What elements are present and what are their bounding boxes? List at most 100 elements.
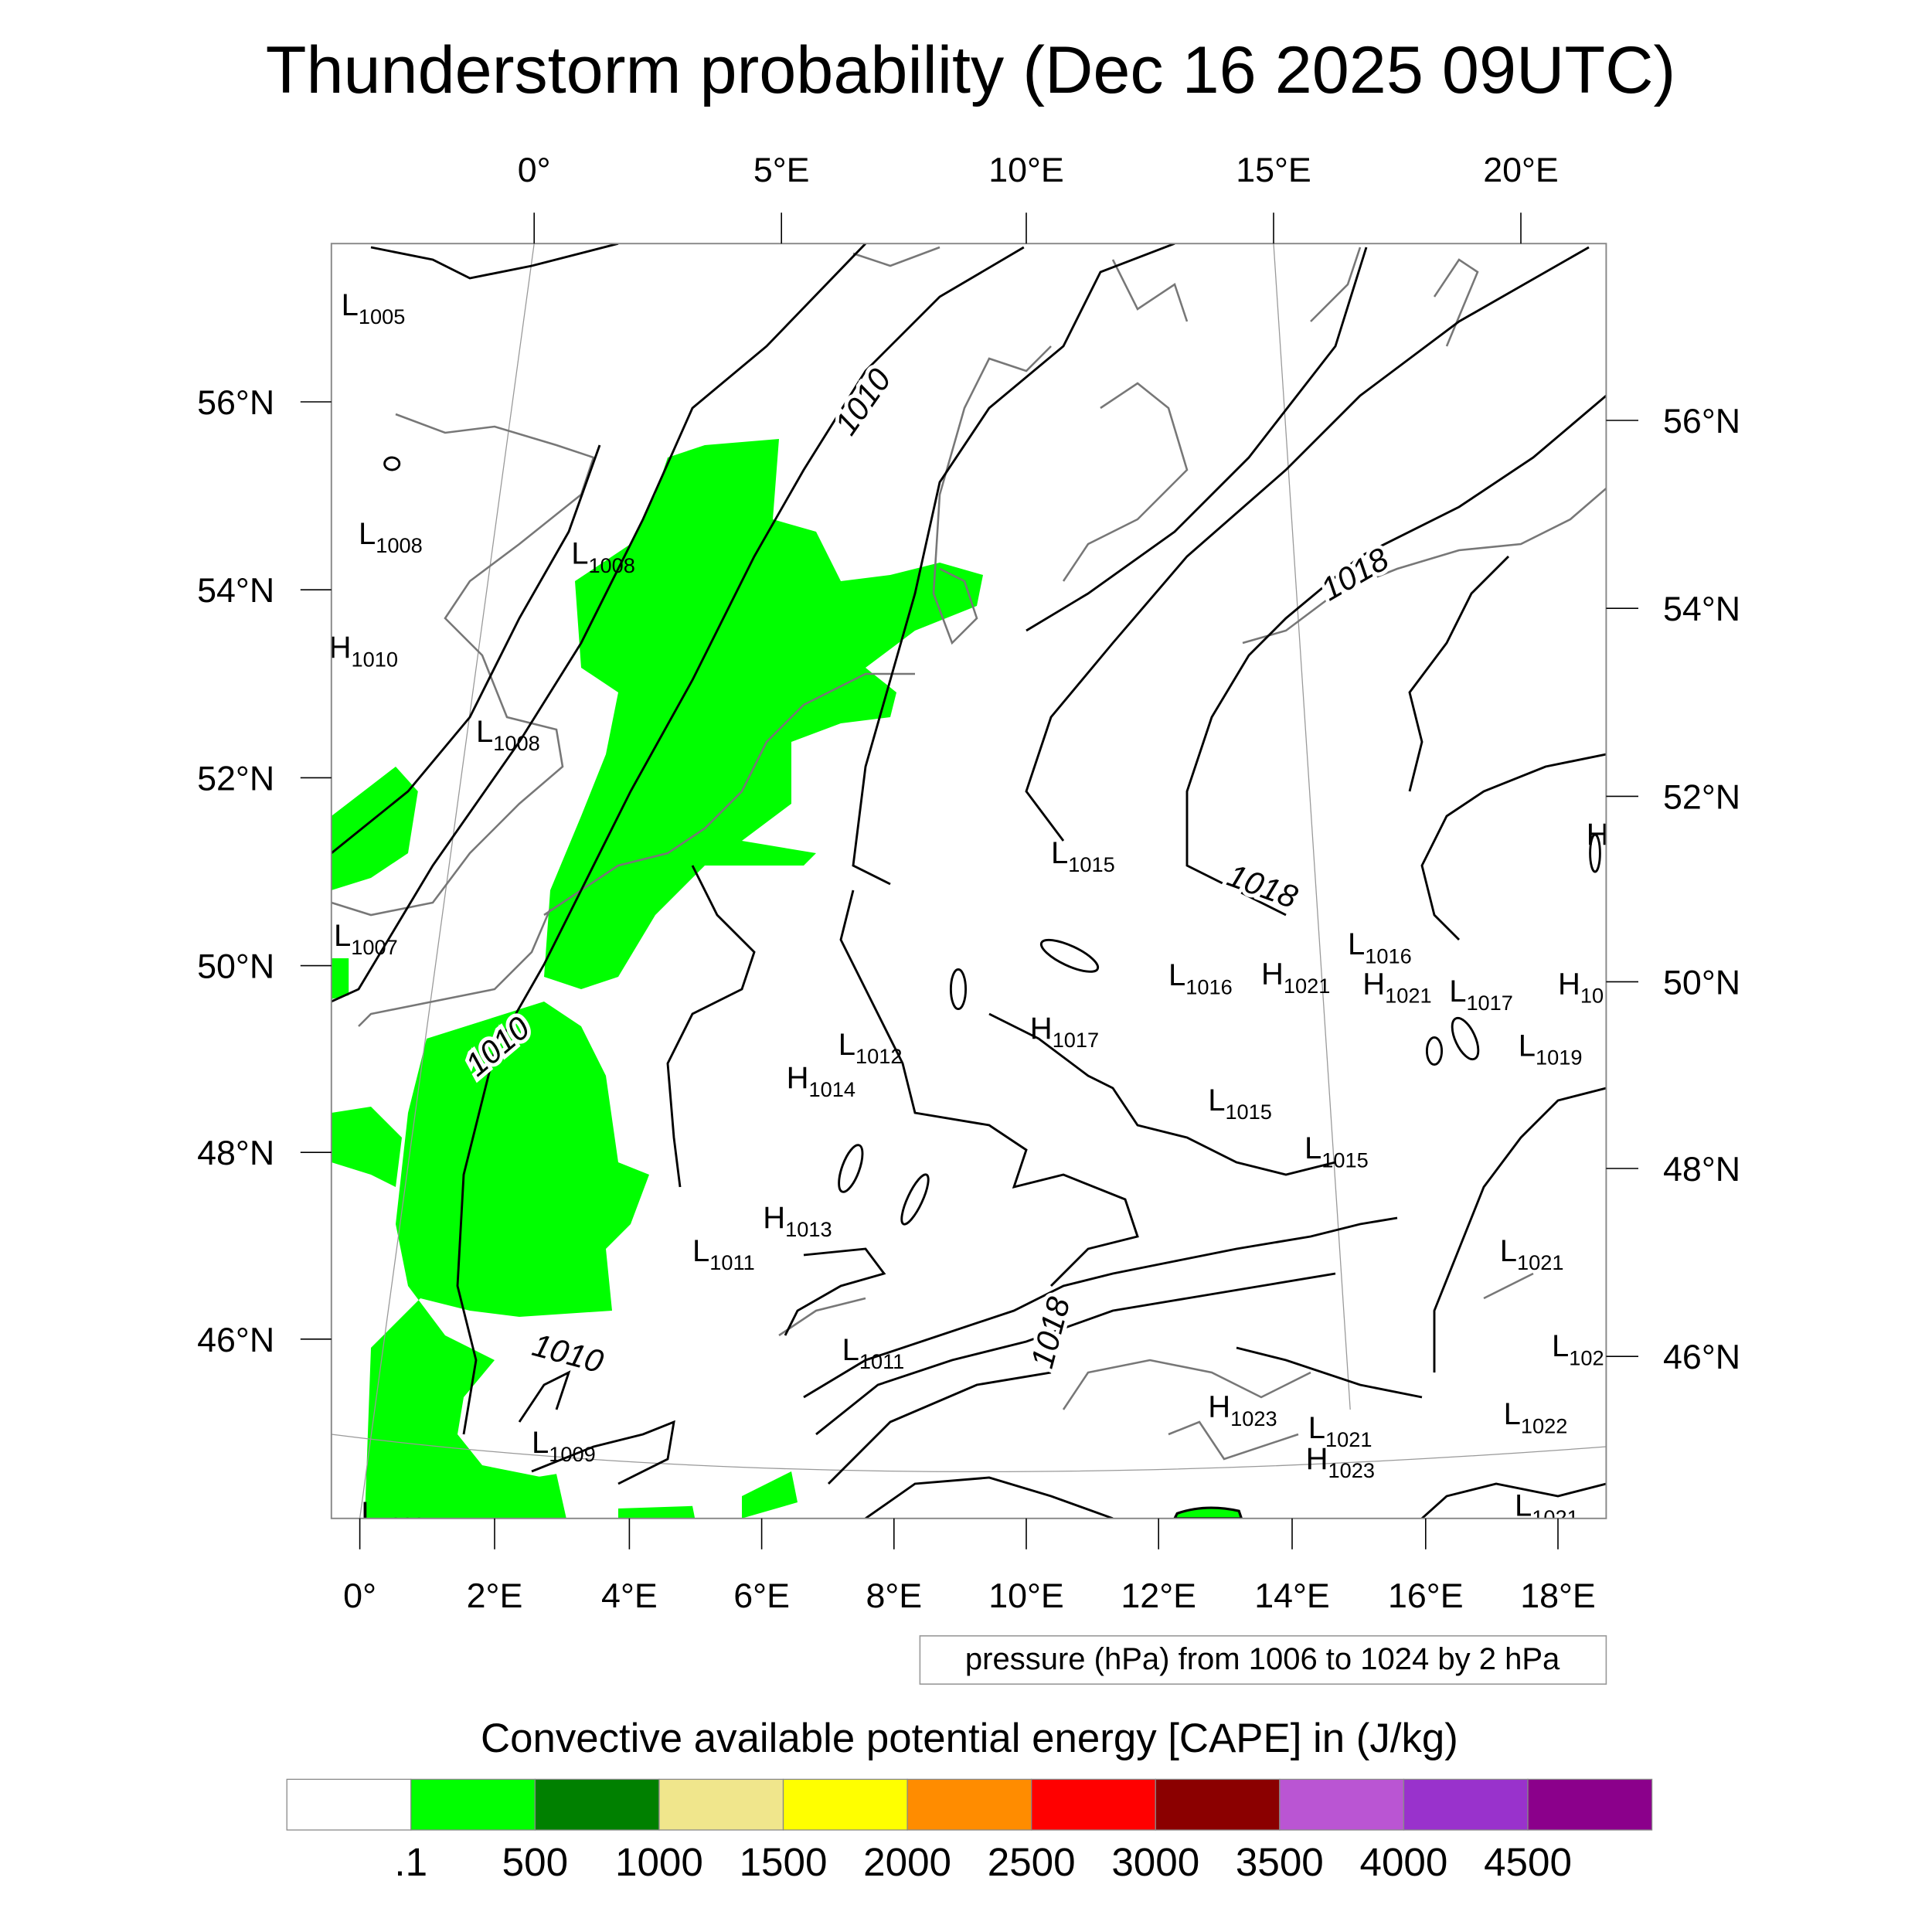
pressure-center-value: 10 <box>1580 984 1604 1008</box>
left-lat-label: 50°N <box>197 947 274 986</box>
pressure-center-value: 1012 <box>855 1044 902 1068</box>
pressure-center-type: L <box>361 1496 378 1530</box>
pressure-center-type: H <box>1306 1442 1328 1476</box>
pressure-center-label: H1010 <box>329 631 398 671</box>
pressure-center-type: L <box>1504 1397 1521 1431</box>
pressure-center-label: H10 <box>1558 967 1604 1007</box>
pressure-center-value: 1008 <box>376 533 422 557</box>
pressure-center-label: L1016 <box>1168 958 1233 998</box>
pressure-center-value: 1007 <box>351 935 397 959</box>
pressure-center-label: H1021 <box>1261 957 1330 998</box>
contour-label: 1010 <box>827 362 898 441</box>
pressure-center-value: 1005 <box>359 304 405 328</box>
cape-region-south <box>365 1002 649 1519</box>
colorbar-swatch <box>906 1778 1032 1831</box>
pressure-center-type: H <box>763 1201 785 1235</box>
right-lat-label: 54°N <box>1663 590 1740 628</box>
colorbar-tick-label: 500 <box>502 1840 568 1884</box>
bottom-lon-label: 14°E <box>1254 1577 1330 1615</box>
cape-region-bottom-1 <box>495 1474 566 1519</box>
pressure-center-value: 1021 <box>1284 974 1330 998</box>
pressure-center-value: 1009 <box>378 1512 424 1536</box>
pressure-center-type: L <box>342 288 359 322</box>
pressure-center-type: L <box>1449 975 1466 1009</box>
pressure-center-label: H1013 <box>763 1201 832 1241</box>
cape-shading <box>331 439 1243 1519</box>
bottom-lon-label: 6°E <box>733 1577 790 1615</box>
pressure-center-label: H <box>1587 818 1609 852</box>
colorbar-tick-label: 1500 <box>740 1840 828 1884</box>
pressure-center-label: H1017 <box>1030 1012 1099 1052</box>
pressure-center-type: L <box>571 537 588 571</box>
pressure-center-type: L <box>838 1028 855 1062</box>
cape-region-biscay <box>331 1107 402 1187</box>
pressure-center-type: L <box>359 517 376 551</box>
top-lon-label: 10°E <box>988 151 1064 189</box>
top-lon-label: 15°E <box>1236 151 1311 189</box>
bottom-lon-label: 0° <box>343 1577 376 1615</box>
pressure-center-type: H <box>1261 957 1284 992</box>
pressure-center-type: H <box>1208 1390 1230 1424</box>
colorbar-swatch <box>534 1778 660 1831</box>
contour-label: 1018 <box>1223 856 1302 915</box>
right-lat-label: 48°N <box>1663 1150 1740 1189</box>
colorbar-swatch <box>1403 1778 1529 1831</box>
bottom-lon-label: 12°E <box>1121 1577 1196 1615</box>
pressure-center-type: L <box>1519 1029 1536 1063</box>
left-lat-label: 46°N <box>197 1321 274 1359</box>
colorbar-swatch <box>782 1778 908 1831</box>
pressure-center-type: H <box>787 1061 809 1095</box>
pressure-center-label: H1023 <box>1306 1442 1375 1482</box>
pressure-center-type: L <box>1515 1489 1532 1523</box>
colorbar-tick-label: .1 <box>394 1840 427 1884</box>
left-lat-label: 54°N <box>197 571 274 610</box>
pressure-center-type: L <box>1552 1329 1569 1363</box>
pressure-center-label: L1008 <box>476 715 540 755</box>
pressure-note: pressure (hPa) from 1006 to 1024 by 2 hP… <box>965 1642 1560 1676</box>
pressure-center-type: L <box>1308 1411 1325 1445</box>
pressure-center-type: L <box>1304 1131 1321 1165</box>
pressure-center-value: 1021 <box>1385 984 1431 1008</box>
pressure-center-label: L1012 <box>838 1028 903 1068</box>
cape-region-bottom-2 <box>618 1505 696 1519</box>
colorbar-swatch <box>1279 1778 1405 1831</box>
pressure-center-label: L1016 <box>1348 927 1412 968</box>
pressure-center-type: H <box>1587 818 1609 852</box>
pressure-center-type: L <box>532 1426 549 1460</box>
colorbar-swatch <box>286 1778 412 1831</box>
colorbar-tick-label: 3000 <box>1111 1840 1199 1884</box>
contour-label: 1018 <box>1315 540 1395 607</box>
cape-region-bottom-3 <box>742 1471 798 1519</box>
pressure-center-label: L1019 <box>1519 1029 1583 1069</box>
pressure-center-value: 1016 <box>1365 944 1411 968</box>
colorbar-swatch <box>1031 1778 1156 1831</box>
pressure-center-label: H1023 <box>1208 1390 1277 1430</box>
pressure-center-type: L <box>692 1234 709 1268</box>
bottom-lon-label: 2°E <box>467 1577 523 1615</box>
left-lat-label: 56°N <box>197 383 274 422</box>
pressure-center-value: 1017 <box>1466 991 1512 1015</box>
cape-region-north-sea <box>544 439 983 989</box>
pressure-center-value: 1021 <box>1532 1505 1578 1529</box>
map-area: 1010 1018 1018 1010 1010 1018 L1005L1008… <box>329 243 1609 1536</box>
cape-region-england <box>331 767 418 890</box>
pressure-center-label: L102 <box>1552 1329 1604 1369</box>
pressure-center-value: 1023 <box>1328 1458 1374 1482</box>
pressure-center-value: 1016 <box>1185 975 1232 998</box>
colorbar-tick-label: 4000 <box>1359 1840 1447 1884</box>
pressure-center-value: 1013 <box>785 1217 832 1241</box>
pressure-note-box <box>919 1635 1607 1685</box>
pressure-center-label: L1017 <box>1449 975 1513 1015</box>
colorbar-tick-label: 3500 <box>1236 1840 1324 1884</box>
pressure-center-type: L <box>476 715 493 749</box>
pressure-center-value: 1015 <box>1068 852 1114 876</box>
bottom-lon-label: 18°E <box>1520 1577 1596 1615</box>
right-lat-label: 56°N <box>1663 402 1740 440</box>
pressure-center-value: 1009 <box>549 1442 595 1466</box>
top-lon-label: 20°E <box>1483 151 1559 189</box>
cape-region-adriatic <box>1173 1506 1243 1519</box>
right-lat-label: 46°N <box>1663 1338 1740 1376</box>
pressure-center-value: 1010 <box>351 647 397 671</box>
pressure-center-type: H <box>329 631 352 665</box>
